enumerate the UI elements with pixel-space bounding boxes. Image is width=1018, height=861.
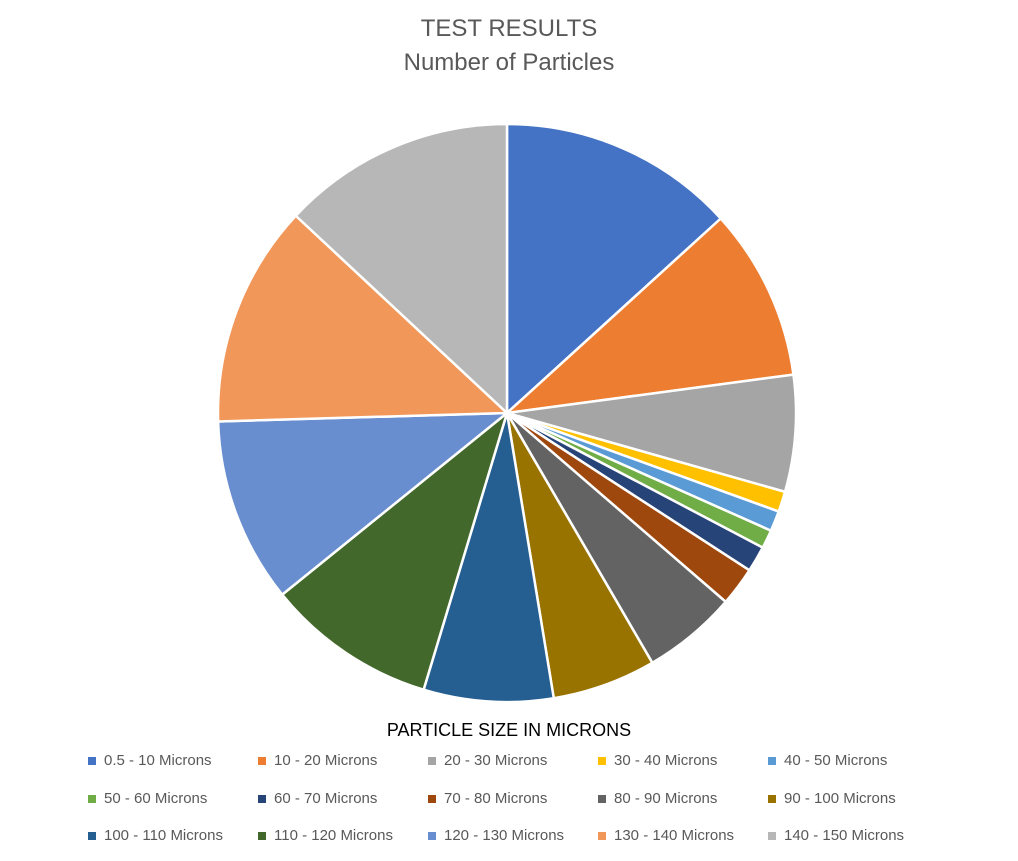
pie-slice-2 — [505, 373, 798, 494]
legend-swatch — [88, 831, 96, 840]
legend-swatch — [598, 831, 606, 840]
legend-label: 80 - 90 Microns — [614, 790, 718, 807]
pie-chart — [216, 122, 798, 704]
legend-item: 50 - 60 Microns — [88, 790, 207, 807]
legend-item: 110 - 120 Microns — [258, 827, 393, 844]
legend-item: 0.5 - 10 Microns — [88, 752, 212, 769]
legend-label: 70 - 80 Microns — [444, 790, 548, 807]
legend-label: 100 - 110 Microns — [104, 827, 223, 844]
legend-item: 100 - 110 Microns — [88, 827, 223, 844]
pie-slice-11 — [280, 411, 509, 691]
legend-label: 0.5 - 10 Microns — [104, 752, 212, 769]
legend-label: 120 - 130 Microns — [444, 827, 565, 844]
legend-item: 40 - 50 Microns — [768, 752, 887, 769]
legend-label: 130 - 140 Microns — [614, 827, 735, 844]
legend-label: 20 - 30 Microns — [444, 752, 548, 769]
legend-label: 40 - 50 Microns — [784, 752, 888, 769]
legend-item: 130 - 140 Microns — [598, 827, 734, 844]
legend-label: 110 - 120 Microns — [274, 827, 393, 844]
pie-slice-0 — [505, 122, 723, 415]
legend-item: 20 - 30 Microns — [428, 752, 547, 769]
chart-title-block: TEST RESULTS Number of Particles — [0, 12, 1018, 80]
legend-swatch — [598, 756, 606, 765]
pie-slice-10 — [422, 411, 556, 704]
chart-subtitle: Number of Particles — [403, 49, 615, 76]
legend-item: 30 - 40 Microns — [598, 752, 717, 769]
legend-swatch — [258, 756, 266, 765]
legend-item: 80 - 90 Microns — [598, 790, 717, 807]
legend-label: 30 - 40 Microns — [614, 752, 718, 769]
legend-label: 90 - 100 Microns — [784, 790, 896, 807]
legend-label: 10 - 20 Microns — [274, 752, 378, 769]
legend-label: 60 - 70 Microns — [274, 790, 378, 807]
legend-item: 140 - 150 Microns — [768, 827, 904, 844]
legend-swatch — [428, 831, 436, 840]
pie-slice-13 — [216, 214, 509, 423]
chart-title: TEST RESULTS — [420, 15, 598, 42]
legend-title: PARTICLE SIZE IN MICRONS — [386, 720, 632, 740]
legend-swatch — [768, 831, 776, 840]
legend-item: 60 - 70 Microns — [258, 790, 377, 807]
legend-label: 50 - 60 Microns — [104, 790, 208, 807]
legend-item: 10 - 20 Microns — [258, 752, 377, 769]
legend-swatch — [258, 794, 266, 803]
legend-swatch — [768, 756, 776, 765]
pie-slice-12 — [216, 411, 509, 596]
legend-swatch — [428, 756, 436, 765]
legend-swatch — [598, 794, 606, 803]
legend-swatch — [258, 831, 266, 840]
legend-swatch — [428, 794, 436, 803]
pie-slice-14 — [294, 122, 509, 415]
legend-swatch — [768, 794, 776, 803]
legend-item: 70 - 80 Microns — [428, 790, 547, 807]
legend-swatch — [88, 756, 96, 765]
pie-slices — [216, 122, 798, 704]
legend-swatch — [88, 794, 96, 803]
legend-item: 90 - 100 Microns — [768, 790, 896, 807]
pie-slice-1 — [505, 217, 795, 415]
legend-item: 120 - 130 Microns — [428, 827, 564, 844]
legend-label: 140 - 150 Microns — [784, 827, 905, 844]
